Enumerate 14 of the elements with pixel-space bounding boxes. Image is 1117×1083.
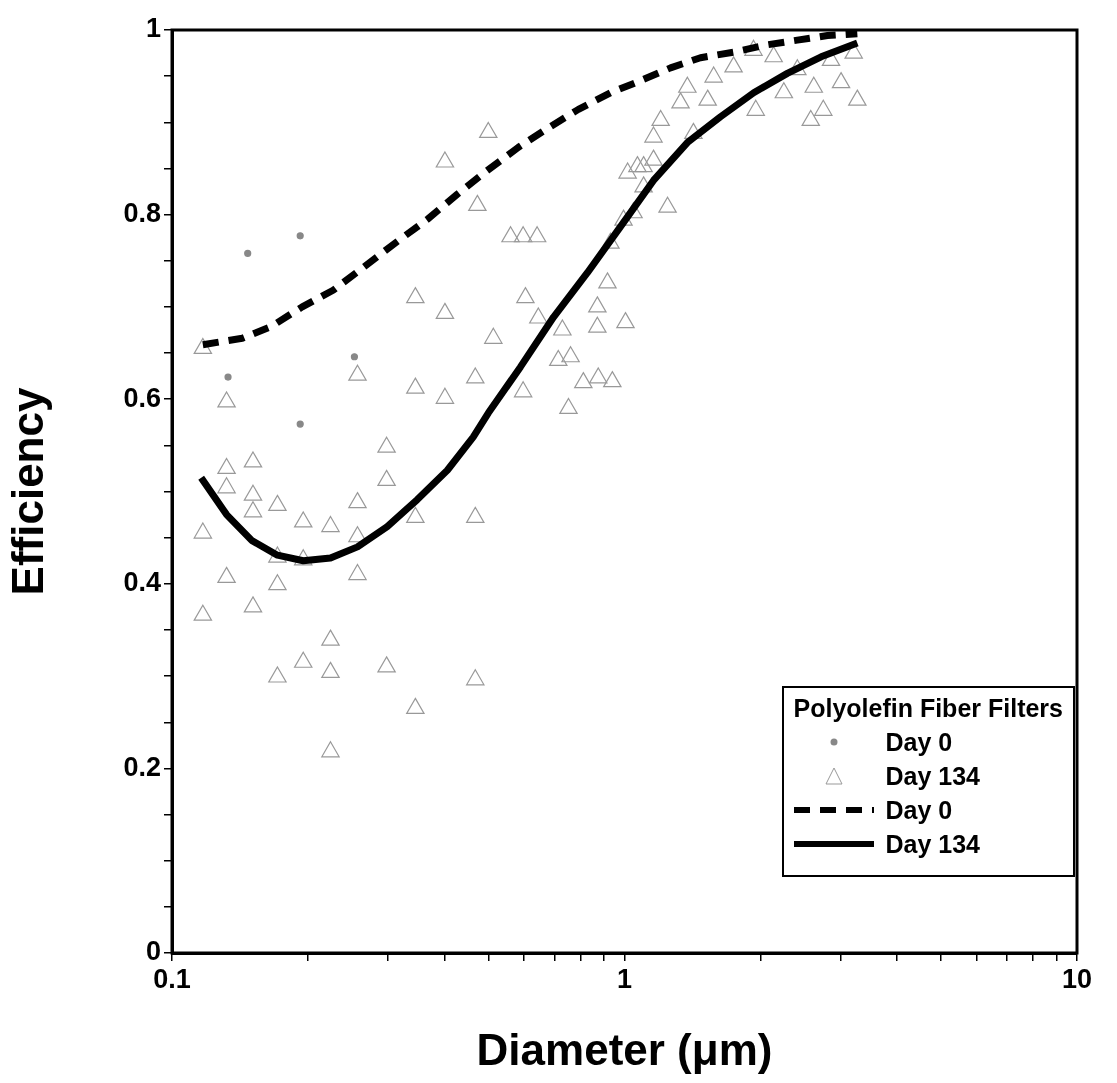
- x-tick-label: 1: [616, 963, 633, 994]
- y-tick-label: 0.4: [123, 567, 161, 598]
- legend-label: Day 134: [885, 761, 981, 791]
- x-tick-label: 10: [1061, 963, 1093, 994]
- legend-title: Polyolefin Fiber Filters: [793, 694, 1063, 723]
- y-tick-label: 0.6: [123, 382, 161, 413]
- x-axis-title: Diameter (μm): [476, 1024, 773, 1074]
- y-axis-title: Efficiency: [2, 387, 52, 596]
- y-tick-label: 1: [145, 13, 161, 44]
- legend-label: Day 0: [885, 795, 953, 825]
- y-tick-label: 0.2: [123, 751, 161, 782]
- y-tick-label: 0.8: [123, 198, 161, 229]
- legend-label: Day 0: [885, 727, 953, 757]
- legend-label: Day 134: [885, 829, 981, 859]
